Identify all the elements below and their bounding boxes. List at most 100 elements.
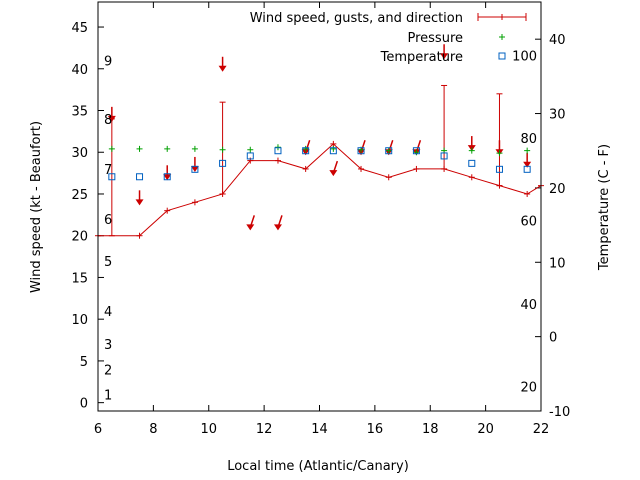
x-tick-label: 20	[477, 422, 494, 437]
wind-speed-point	[302, 165, 309, 172]
pressure-point	[247, 146, 254, 153]
y-tick-label: 10	[71, 313, 88, 328]
temperature-point	[385, 147, 393, 155]
wind-speed-point	[191, 199, 198, 206]
beaufort-label: 4	[104, 305, 112, 320]
y-tick-label: 5	[80, 355, 88, 370]
pressure-point	[164, 145, 171, 152]
y-tick-label: 40	[71, 63, 88, 78]
pressure-point	[136, 145, 143, 152]
wind-speed-point	[468, 174, 475, 181]
wind-speed-point	[524, 190, 531, 197]
y-tick-label: 30	[71, 146, 88, 161]
temperature-point	[440, 152, 448, 160]
temperature-point	[136, 173, 144, 181]
y-tick-label: 0	[80, 397, 88, 412]
beaufort-label: 9	[104, 54, 112, 69]
beaufort-label: 8	[104, 113, 112, 128]
wind-direction-arrow	[163, 165, 172, 181]
fahrenheit-label: 100	[512, 50, 537, 65]
wind-speed-point	[136, 232, 143, 239]
wind-direction-arrow	[329, 160, 339, 177]
temperature-point	[302, 147, 310, 155]
x-tick-label: 10	[200, 422, 217, 437]
legend-swatch-wind-point	[499, 14, 505, 20]
legend-label-temperature: Temperature	[380, 50, 463, 65]
wind-direction-arrow	[301, 140, 311, 156]
axis-ticks	[97, 2, 542, 412]
wind-direction-arrow	[190, 156, 199, 172]
y-axis-label: Wind speed (kt - Beaufort)	[29, 121, 44, 293]
y-tick-label: 25	[71, 188, 88, 203]
beaufort-label: 2	[104, 363, 112, 378]
x-axis-label: Local time (Atlantic/Canary)	[227, 459, 409, 474]
pressure-point	[524, 147, 531, 154]
series-group	[95, 44, 544, 239]
pressure-point	[302, 145, 309, 152]
legend: Wind speed, gusts, and direction Pressure…	[250, 11, 527, 65]
temperature-point	[108, 173, 116, 181]
beaufort-label: 7	[104, 163, 112, 178]
fahrenheit-label: 20	[520, 380, 537, 395]
pressure-point	[496, 150, 503, 157]
temperature-point	[495, 165, 503, 173]
fahrenheit-label: 40	[520, 298, 537, 313]
legend-label-pressure: Pressure	[407, 31, 463, 46]
temperature-point	[412, 147, 420, 155]
x-tick-label: 12	[256, 422, 273, 437]
pressure-point	[385, 147, 392, 154]
x-tick-label: 16	[367, 422, 384, 437]
wind-direction-arrow	[440, 44, 449, 60]
temperature-point	[523, 165, 531, 173]
fahrenheit-label: 80	[520, 132, 537, 147]
y2-tick-label: 30	[549, 108, 566, 123]
fahrenheit-label: 60	[520, 215, 537, 230]
wind-speed-point	[164, 207, 171, 214]
wind-speed-point	[413, 165, 420, 172]
plot-frame	[97, 1, 542, 412]
tick-labels: 6 8 10 12 14 16 18 20 22051015202530354045-10010…	[71, 21, 570, 437]
temperature-point	[357, 147, 365, 155]
wind-speed-line	[98, 143, 542, 237]
temperature-point	[219, 159, 227, 167]
wind-direction-arrow	[523, 152, 532, 168]
temperature-point	[191, 165, 199, 173]
temperature-point	[274, 147, 282, 155]
beaufort-label: 6	[104, 213, 112, 228]
temperature-point	[329, 147, 337, 155]
wind-speed-point	[274, 157, 281, 164]
wind-direction-arrow	[107, 106, 116, 122]
x-tick-label: 22	[533, 422, 550, 437]
temperature-point	[163, 173, 171, 181]
x-tick-label: 8	[149, 422, 157, 437]
temperature-point	[468, 159, 476, 167]
y2-tick-label: 20	[549, 182, 566, 197]
y2-axis-label: Temperature (C - F)	[597, 144, 612, 271]
beaufort-label: 1	[104, 388, 112, 403]
wind-speed-point	[358, 165, 365, 172]
pressure-point	[219, 146, 226, 153]
x-tick-label: 14	[311, 422, 328, 437]
gust-bar	[496, 93, 503, 187]
pressure-point	[330, 145, 337, 152]
pressure-point	[468, 147, 475, 154]
gust-bar	[441, 84, 448, 170]
pressure-point	[108, 145, 115, 152]
x-tick-label: 18	[422, 422, 439, 437]
wind-direction-arrow	[218, 56, 227, 72]
wind-direction-arrow	[273, 215, 283, 231]
wind-speed-point	[330, 140, 337, 147]
wind-direction-arrow	[246, 215, 255, 231]
beaufort-label: 3	[104, 338, 112, 353]
wind-direction-arrow	[135, 190, 144, 206]
legend-swatch-temperature	[498, 52, 506, 60]
beaufort-label: 5	[104, 255, 112, 270]
pressure-point	[413, 149, 420, 156]
x-tick-label: 6	[94, 422, 102, 437]
y-tick-label: 20	[71, 230, 88, 245]
legend-label-wind: Wind speed, gusts, and direction	[250, 11, 463, 26]
y2-tick-label: 10	[549, 256, 566, 271]
y-tick-label: 45	[71, 21, 88, 36]
y-tick-label: 35	[71, 105, 88, 120]
